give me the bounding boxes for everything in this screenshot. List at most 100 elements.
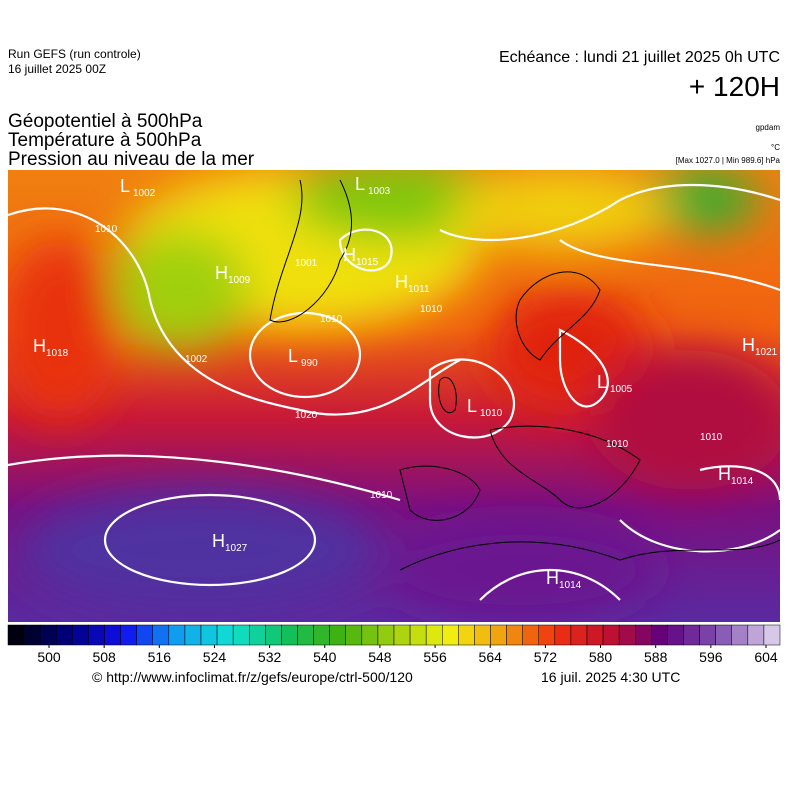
color-swatch: [618, 624, 636, 646]
color-swatch: [522, 624, 540, 646]
center-letter: L: [467, 396, 477, 416]
center-value: 1018: [46, 348, 69, 359]
title: Température à 500hPa: [8, 130, 202, 151]
center-letter: H: [215, 263, 228, 283]
contour-label: 1001: [295, 258, 318, 269]
color-swatch: [699, 624, 716, 646]
center-value: 1021: [755, 347, 778, 358]
center-letter: H: [33, 336, 46, 356]
contour-label: 1010: [95, 224, 118, 235]
center-value: 1005: [610, 384, 633, 395]
colorbar-tick-label: 548: [368, 649, 392, 665]
colorbar-tick-label: 556: [423, 649, 447, 665]
color-swatch: [474, 624, 491, 646]
color-swatch: [23, 624, 41, 646]
contour-label: 1010: [370, 490, 393, 501]
color-swatch: [168, 624, 186, 646]
color-swatch: [345, 624, 363, 646]
center-value: 1014: [731, 476, 754, 487]
contour-label: 1002: [185, 354, 208, 365]
center-letter: H: [343, 245, 356, 265]
color-swatch: [200, 624, 218, 646]
center-value: 1009: [228, 275, 251, 286]
color-swatch: [425, 624, 443, 646]
center-letter: H: [395, 272, 408, 292]
colorbar-tick-label: 572: [534, 649, 558, 665]
map: [8, 170, 780, 622]
colorbar-tick-label: 508: [92, 649, 116, 665]
color-swatch: [683, 624, 700, 646]
color-swatch: [136, 624, 154, 646]
run-date: 16 juillet 2025 00Z: [8, 62, 106, 76]
center-letter: L: [355, 174, 365, 194]
color-swatch: [72, 624, 89, 646]
color-swatch: [651, 624, 668, 646]
color-swatch: [715, 624, 733, 646]
color-swatch: [458, 624, 475, 646]
center-value: 1003: [368, 186, 391, 197]
unit: gpdam: [756, 123, 781, 132]
lead-time: + 120H: [689, 71, 780, 102]
color-swatch: [120, 624, 137, 646]
colorbar-tick-label: 516: [148, 649, 172, 665]
center-letter: L: [120, 176, 130, 196]
center-value: 1011: [408, 284, 430, 295]
center-letter: L: [597, 372, 607, 392]
color-swatch: [393, 624, 411, 646]
color-swatch: [297, 624, 314, 646]
colorbar-tick-label: 596: [699, 649, 723, 665]
colorbar-tick-label: 532: [258, 649, 282, 665]
center-value: 1014: [559, 580, 582, 591]
color-swatch: [377, 624, 395, 646]
contour-label: 1010: [606, 439, 629, 450]
color-swatch: [538, 624, 556, 646]
color-swatch: [586, 624, 604, 646]
color-swatch: [249, 624, 266, 646]
title: Géopotentiel à 500hPa: [8, 111, 203, 132]
colorbar-tick-label: 604: [754, 649, 778, 665]
colorbar-tick-label: 580: [589, 649, 613, 665]
color-swatch: [667, 624, 684, 646]
echeance: Echéance : lundi 21 juillet 2025 0h UTC: [499, 49, 780, 66]
center-letter: H: [718, 464, 731, 484]
colorbar-tick-label: 588: [644, 649, 668, 665]
colorbar-tick-label: 524: [203, 649, 227, 665]
run: Run GEFS (run controle): [8, 47, 141, 61]
color-swatch: [104, 624, 121, 646]
center-value: 1010: [480, 408, 503, 419]
color-swatch: [7, 624, 25, 646]
color-swatch: [184, 624, 202, 646]
color-swatch: [232, 624, 250, 646]
color-swatch: [39, 624, 57, 646]
color-swatch: [763, 624, 781, 646]
color-swatch: [329, 624, 346, 646]
color-swatch: [56, 624, 73, 646]
color-swatch: [281, 624, 298, 646]
color-swatch: [361, 624, 379, 646]
color-swatch: [409, 624, 427, 646]
contour-label: 1010: [320, 314, 343, 325]
color-swatch: [313, 624, 330, 646]
color-swatch: [442, 624, 459, 646]
color-swatch: [731, 624, 749, 646]
color-swatch: [635, 624, 652, 646]
center-letter: L: [288, 346, 298, 366]
center-letter: H: [546, 568, 559, 588]
colorbar-tick-label: 500: [37, 649, 61, 665]
center-value: 1015: [356, 257, 379, 268]
color-swatch: [152, 624, 170, 646]
source: © http://www.infoclimat.fr/z/gefs/europe…: [92, 669, 413, 685]
unit: °C: [771, 143, 780, 152]
center-letter: H: [212, 531, 225, 551]
color-swatch: [506, 624, 523, 646]
color-swatch: [570, 624, 588, 646]
center-value: 1002: [133, 188, 156, 199]
center-letter: H: [742, 335, 755, 355]
center-value: 1027: [225, 543, 248, 554]
color-swatch: [490, 624, 507, 646]
color-swatch: [88, 624, 105, 646]
color-swatch: [216, 624, 234, 646]
colorbar-tick-label: 540: [313, 649, 337, 665]
color-swatch: [602, 624, 620, 646]
